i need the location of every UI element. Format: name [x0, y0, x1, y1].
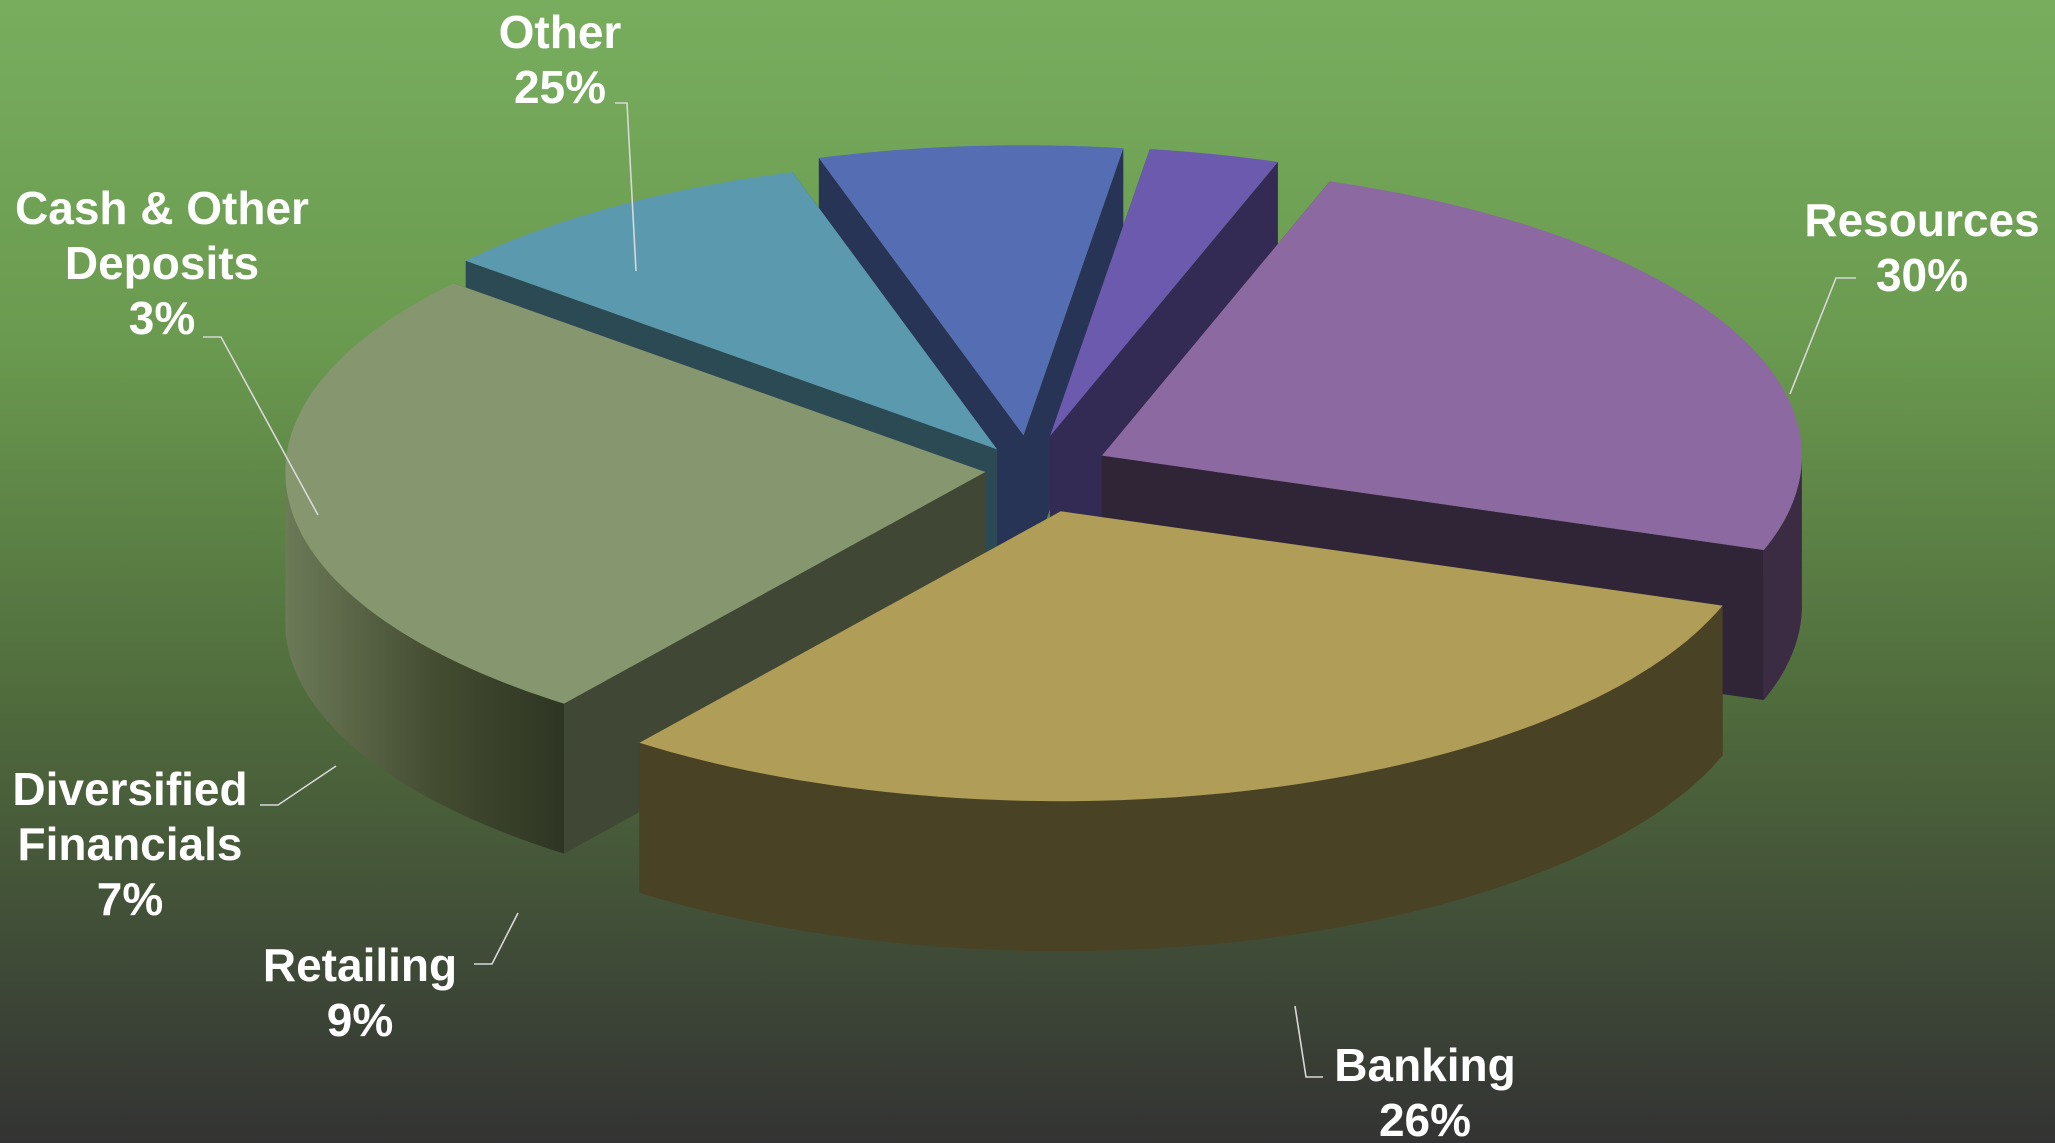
leader-line — [203, 336, 319, 516]
data-label-category: Cash & Other — [15, 182, 309, 234]
data-label-category: Deposits — [65, 237, 259, 289]
data-label-percent: 3% — [129, 292, 195, 344]
data-label: Banking 26% — [1334, 1039, 1515, 1143]
data-label-percent: 7% — [97, 873, 163, 925]
data-labels: Resources 30%Banking 26%Retailing 9%Diversi… — [12, 6, 2039, 1143]
slice-top — [1050, 149, 1278, 437]
data-label-category: Diversified — [12, 763, 247, 815]
data-label: Retailing 9% — [263, 939, 457, 1046]
leader-line — [1294, 1005, 1323, 1078]
leader-line — [474, 912, 519, 965]
data-label-category: Retailing — [263, 939, 457, 991]
data-label-percent: 30% — [1876, 249, 1968, 301]
slice-wall — [1023, 148, 1124, 586]
pie-slice-resources — [639, 511, 1723, 952]
data-label: Cash & Other Deposits 3% — [15, 182, 309, 344]
data-label: Other 25% — [499, 6, 622, 113]
data-label-category: Resources — [1804, 194, 2039, 246]
data-label-percent: 9% — [327, 994, 393, 1046]
slice-side — [1763, 455, 1802, 700]
pie-slice-banking — [285, 283, 986, 854]
slice-top — [465, 172, 998, 450]
leader-line — [260, 765, 337, 806]
leader-line — [615, 102, 637, 272]
slice-top — [639, 511, 1723, 802]
slice-top — [818, 145, 1124, 436]
leader-line — [1789, 277, 1856, 395]
slice-side — [639, 605, 1723, 952]
slice-side — [285, 472, 564, 854]
pie-slices — [285, 145, 1802, 952]
slice-top — [1101, 181, 1802, 550]
data-label-percent: 26% — [1379, 1094, 1471, 1143]
data-label: Resources 30% — [1804, 194, 2039, 301]
data-label-category: Financials — [18, 818, 243, 870]
data-label-category: Banking — [1334, 1039, 1515, 1091]
data-label-category: Other — [499, 6, 622, 58]
data-label: Diversified Financials 7% — [12, 763, 247, 925]
data-label-percent: 25% — [514, 61, 606, 113]
slice-top — [285, 283, 986, 704]
